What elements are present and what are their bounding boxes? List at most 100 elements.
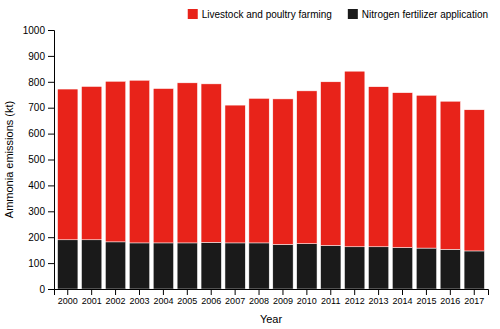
legend: Livestock and poultry farming Nitrogen fe…	[188, 9, 488, 20]
tick-label: 700	[28, 102, 45, 113]
bar	[297, 244, 317, 289]
bar	[392, 248, 412, 289]
tick-label: 2013	[369, 296, 389, 306]
tick-label: 2005	[177, 296, 197, 306]
tick-mark	[48, 237, 54, 238]
bar	[321, 82, 341, 246]
tick: 2013	[369, 289, 389, 306]
tick: 2008	[249, 289, 269, 306]
legend-swatch	[348, 9, 358, 19]
legend-item: Livestock and poultry farming	[188, 9, 332, 20]
tick: 1000	[23, 25, 54, 36]
tick-mark	[48, 211, 54, 212]
bar	[129, 243, 149, 289]
bar	[368, 87, 388, 247]
tick: 2002	[106, 289, 126, 306]
tick: 2004	[153, 289, 173, 306]
bar	[58, 89, 78, 240]
tick: 2014	[392, 289, 412, 306]
tick-label: 2006	[201, 296, 221, 306]
x-axis-title: Year	[260, 313, 283, 325]
tick-mark	[48, 82, 54, 83]
bar	[81, 86, 101, 239]
bar	[201, 84, 221, 243]
tick-label: 2001	[82, 296, 102, 306]
tick: 500	[28, 154, 54, 165]
tick: 2017	[464, 289, 484, 306]
bar	[201, 242, 221, 289]
bar	[416, 248, 436, 289]
tick-label: 2002	[106, 296, 126, 306]
bar	[416, 95, 436, 248]
tick: 2007	[225, 289, 245, 306]
tick-mark	[474, 289, 475, 295]
tick-mark	[67, 289, 68, 295]
tick-label: 2012	[345, 296, 365, 306]
bar	[273, 244, 293, 289]
bar	[105, 242, 125, 289]
tick-label: 500	[28, 154, 45, 165]
tick-mark	[306, 289, 307, 295]
tick-label: 2000	[58, 296, 78, 306]
legend-label: Nitrogen fertilizer application	[362, 9, 488, 20]
tick-mark	[48, 56, 54, 57]
tick: 2012	[345, 289, 365, 306]
tick-label: 2009	[273, 296, 293, 306]
tick-mark	[330, 289, 331, 295]
tick-mark	[48, 289, 54, 290]
tick-mark	[211, 289, 212, 295]
tick-mark	[91, 289, 92, 295]
tick-label: 2015	[416, 296, 436, 306]
tick: 2009	[273, 289, 293, 306]
tick-label: 200	[28, 232, 45, 243]
bar	[153, 243, 173, 289]
bar	[225, 243, 245, 289]
tick-mark	[235, 289, 236, 295]
tick-mark	[354, 289, 355, 295]
bar	[177, 83, 197, 243]
y-axis-title: Ammonia emissions (kt)	[3, 101, 15, 218]
chart: 2000200120022003200420052006200720082009…	[0, 0, 500, 329]
x-axis: 2000 2001 20022003 2004 2005 2006 2007 2008 2009…	[55, 289, 489, 306]
tick-mark	[450, 289, 451, 295]
tick-label: 1000	[23, 25, 46, 36]
tick-label: 900	[28, 51, 45, 62]
tick-mark	[426, 289, 427, 295]
tick: 300	[28, 206, 54, 217]
tick: 0	[39, 284, 54, 295]
tick: 200	[28, 232, 54, 243]
tick-label: 2007	[225, 296, 245, 306]
tick-mark	[163, 289, 164, 295]
tick: 2003	[129, 289, 149, 306]
bar	[440, 101, 460, 249]
bar	[368, 247, 388, 289]
tick-label: 2016	[440, 296, 460, 306]
tick: 2010	[297, 289, 317, 306]
tick: 2000	[58, 289, 78, 306]
tick-mark	[48, 134, 54, 135]
tick: 2001	[82, 289, 102, 306]
tick-label: 2010	[297, 296, 317, 306]
bar	[345, 247, 365, 289]
tick-label: 800	[28, 77, 45, 88]
tick-label: 400	[28, 180, 45, 191]
tick-mark	[48, 30, 54, 31]
tick-label: 2004	[153, 296, 173, 306]
legend-item: Nitrogen fertilizer application	[348, 9, 488, 20]
bar	[297, 91, 317, 244]
tick-mark	[402, 289, 403, 295]
bar	[440, 249, 460, 289]
tick-label: 0	[39, 284, 45, 295]
tick-label: 2017	[464, 296, 484, 306]
bar	[153, 89, 173, 243]
bar	[464, 110, 484, 251]
tick: 2005	[177, 289, 197, 306]
legend-label: Livestock and poultry farming	[202, 9, 332, 20]
tick: 2016	[440, 289, 460, 306]
tick-mark	[48, 263, 54, 264]
legend-swatch	[188, 9, 198, 19]
tick-label: 2011	[321, 296, 340, 306]
tick-mark	[259, 289, 260, 295]
bar	[345, 71, 365, 247]
bar	[249, 243, 269, 289]
